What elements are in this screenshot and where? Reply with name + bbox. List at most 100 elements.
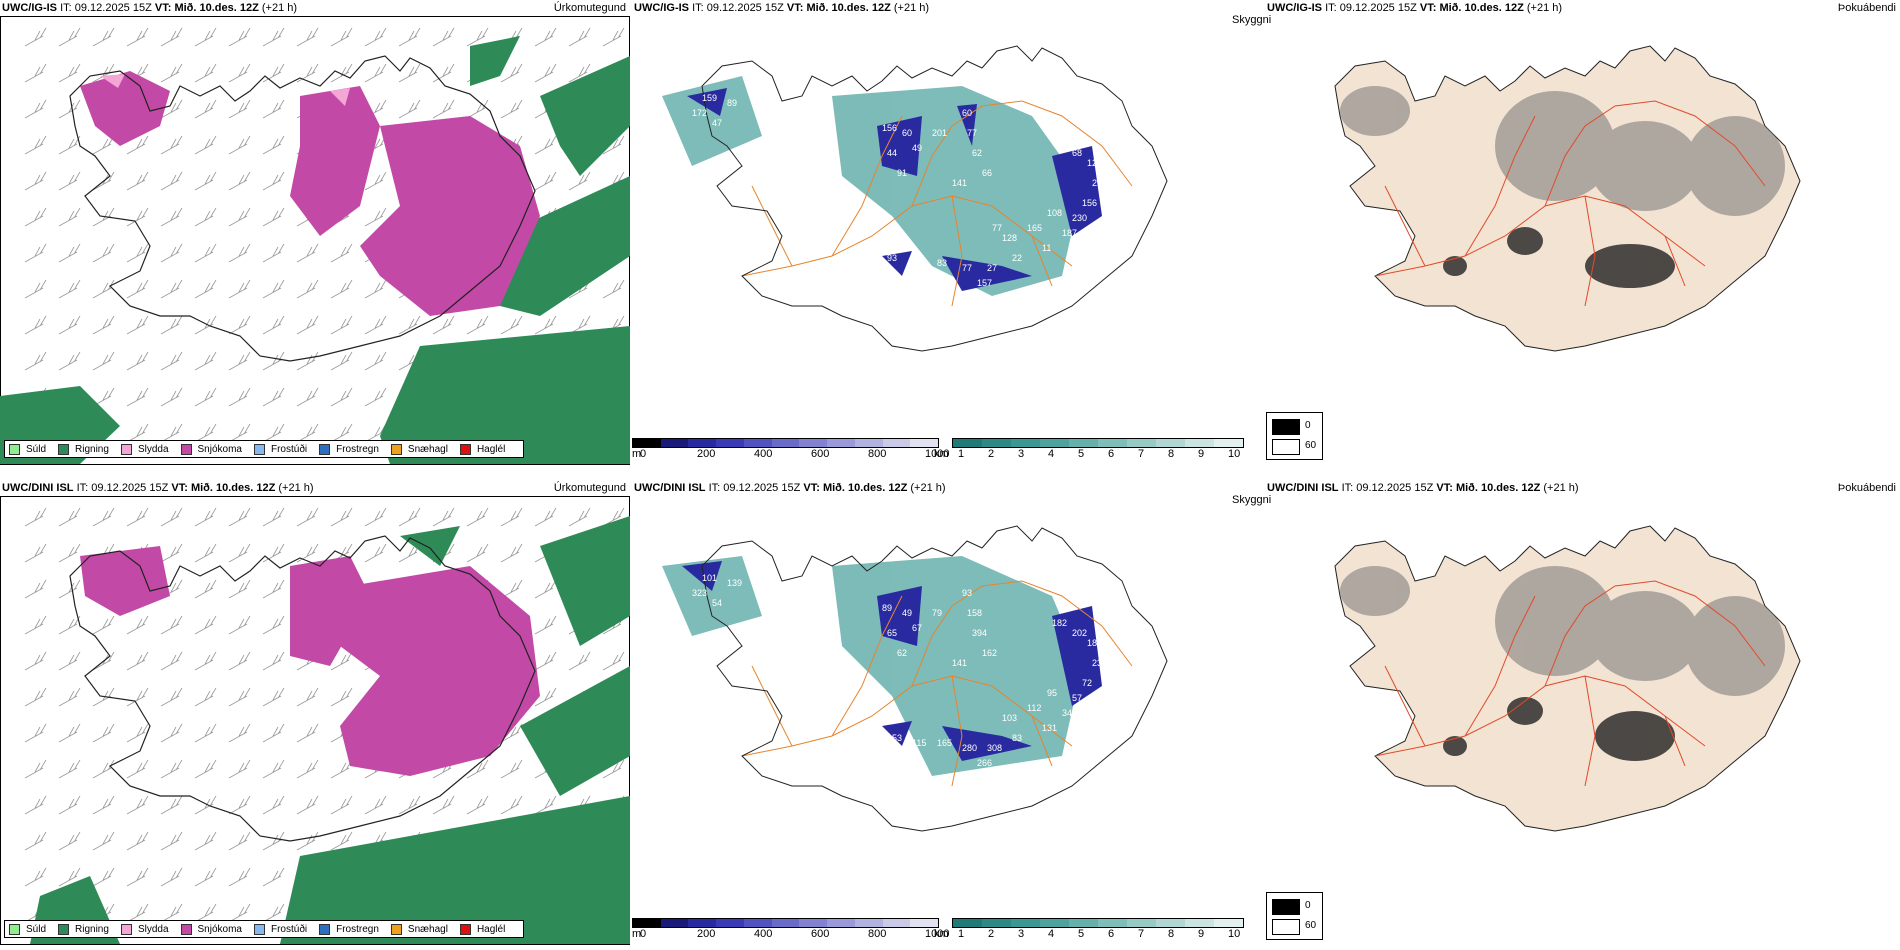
cloudbase-value-label: 95 [1047,688,1057,698]
cloudbase-value-label: 44 [887,148,897,158]
cloudbase-value-label: 128 [1002,233,1017,243]
colorbar-segment [982,919,1011,927]
cloudbase-value-label: 157 [977,278,992,288]
colorbar-tick-label: 10 [1228,928,1240,940]
it-value: 09.12.2025 15Z [1356,482,1433,494]
legend-swatch [254,924,265,935]
colorbar-segment [772,919,800,927]
legend-swatch [58,444,69,455]
colorbar-tick-label: 0 [640,448,646,460]
colorbar-segment [827,919,855,927]
legend-label: Frostúði [271,444,307,455]
legend-item: Frostúði [254,444,307,455]
colorbar-segment [855,439,883,447]
colorbar-segment [633,919,661,927]
colorbar-segment [827,439,855,447]
colorbar-segment [883,439,911,447]
fog-map [1265,16,1900,436]
colorbar-segment [1098,919,1127,927]
panel-title: Úrkomutegund [554,482,626,494]
colorbar-segment [1214,439,1243,447]
cloudbase-value-label: 65 [887,628,897,638]
colorbar-segment [1011,919,1040,927]
colorbar-segment [716,439,744,447]
legend-swatch [460,444,471,455]
model-name: UWC/DINI ISL [1267,482,1339,494]
lead-time: (+21 h) [278,482,313,494]
cloudbase-value-label: 323 [692,588,707,598]
it-label: IT: [77,482,89,494]
fog-panel-row2: UWC/DINI ISL IT: 09.12.2025 15Z VT: Mið.… [1265,480,1900,945]
colorbar-segment [661,439,689,447]
colorbar-tick-label: 600 [811,448,829,460]
cloudbase-value-label: 103 [1002,713,1017,723]
cloudbase-value-label: 139 [727,578,742,588]
colorbar-tick-label: 1 [958,928,964,940]
it-label: IT: [709,482,721,494]
cloudbase-value-label: 85 [1052,138,1062,148]
colorbar-tick-label: 5 [1078,448,1084,460]
legend-item: Haglél [460,924,505,935]
colorbar-tick-label: 4 [1048,928,1054,940]
cloudbase-value-label: 57 [1072,693,1082,703]
colorbar-segment [744,439,772,447]
cloudbase-value-label: 165 [937,738,952,748]
legend-item: Slydda [121,444,169,455]
model-name: UWC/IG-IS [634,2,689,14]
cloudbase-value-label: 187 [1062,228,1077,238]
cloudbase-value-label: 182 [1052,618,1067,628]
colorbar-segment [1011,439,1040,447]
model-name: UWC/IG-IS [2,2,57,14]
colorbar-segment [1214,919,1243,927]
legend-item: Frostregn [319,924,379,935]
cloudbase-value-label: 89 [727,98,737,108]
colorbar-segment [1069,439,1098,447]
cloudbase-value-label: 172 [692,108,707,118]
vt-value: Mið. 10.des. 12Z [174,2,258,14]
cloudbase-value-label: 77 [967,128,977,138]
legend-item: Frostregn [319,444,379,455]
cloudbase-value-label: 62 [897,648,907,658]
it-label: IT: [60,2,72,14]
cloudbase-value-label: 158 [967,608,982,618]
panel-title: Þokuábendi [1838,482,1896,494]
legend-item: Snæhagl [391,924,448,935]
legend-label: Slydda [138,444,169,455]
vt-label: VT: [787,2,804,14]
colorbar-tick-label: 5 [1078,928,1084,940]
cloudbase-colorbar: m 0 200 400 600 800 1000 [632,918,942,944]
it-label: IT: [1342,482,1354,494]
colorbar-segment [1185,439,1214,447]
cloudbase-value-label: 159 [702,93,717,103]
lead-time: (+21 h) [1543,482,1578,494]
colorbar-segment [1098,439,1127,447]
colorbar-tick-label: 2 [988,928,994,940]
cloudbase-value-label: 141 [952,658,967,668]
legend-label: Haglél [477,444,505,455]
panel-title: Þokuábendi [1838,2,1896,14]
cloudbase-value-label: 161 [1097,218,1112,228]
legend-label: Haglél [477,924,505,935]
cloudbase-value-label: 11 [1042,243,1051,253]
colorbar-tick-label: 200 [697,928,715,940]
cloudbase-value-label: 34 [1062,708,1072,718]
legend-swatch [319,924,330,935]
legend-item: Súld [9,924,46,935]
panel-title: Úrkomutegund [554,2,626,14]
colorbar-segment [1040,439,1069,447]
legend-label: Rigning [75,924,109,935]
cloudbase-value-label: 67 [912,623,922,633]
colorbar-segment [799,919,827,927]
colorbar-segment [744,919,772,927]
cloudbase-value-label: 394 [972,628,987,638]
colorbar-segment [1127,919,1156,927]
vt-value: Mið. 10.des. 12Z [1456,482,1540,494]
visibility-bar [952,438,1244,448]
it-value: 09.12.2025 15Z [723,482,800,494]
cloudbase-value-label: 238 [1092,658,1107,668]
cloudbase-visibility-panel-row1: UWC/IG-IS IT: 09.12.2025 15Z VT: Mið. 10… [632,0,1262,465]
cloudbase-value-label: 22 [1012,253,1022,263]
vt-label: VT: [1436,482,1453,494]
legend-swatch [121,444,132,455]
colorbar-segment [1156,439,1185,447]
